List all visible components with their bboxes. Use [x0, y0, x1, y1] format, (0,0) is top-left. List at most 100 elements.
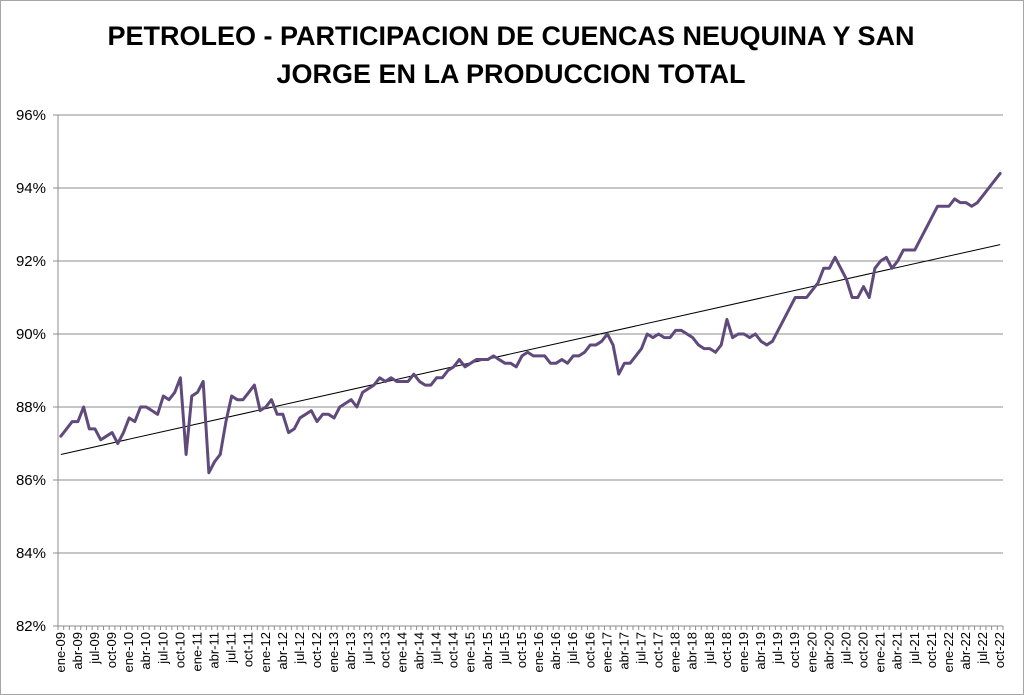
data-point [361, 391, 364, 394]
data-point [304, 413, 307, 416]
x-tick-label: abr-18 [685, 632, 700, 670]
x-tick-label: oct-14 [446, 632, 461, 668]
x-tick-label: ene-10 [121, 632, 136, 672]
data-point [168, 398, 171, 401]
x-tick-label: jul-10 [155, 632, 170, 665]
x-tick-label: ene-17 [599, 632, 614, 672]
data-point [549, 362, 552, 365]
data-point [646, 333, 649, 336]
series-group [59, 171, 1002, 475]
trendline [60, 244, 1001, 455]
x-tick-label: abr-15 [480, 632, 495, 670]
data-point [851, 296, 854, 299]
x-tick-label: ene-22 [941, 632, 956, 672]
data-point [669, 336, 672, 339]
data-point [498, 358, 501, 361]
data-point [481, 358, 484, 361]
data-point [447, 369, 450, 372]
data-point [162, 395, 165, 398]
x-tick-label: ene-09 [53, 632, 68, 672]
data-point [321, 413, 324, 416]
x-tick-label: jul-20 [838, 632, 853, 665]
data-point [999, 172, 1002, 175]
data-point [566, 362, 569, 365]
x-tick-label: oct-20 [856, 632, 871, 668]
x-tick-label: oct-16 [582, 632, 597, 668]
data-point [464, 365, 467, 368]
chart-title-line1: PETROLEO - PARTICIPACION DE CUENCAS NEUQ… [107, 21, 915, 51]
data-point [612, 344, 615, 347]
data-point [384, 380, 387, 383]
data-point [196, 391, 199, 394]
x-tick-label: abr-14 [411, 632, 426, 670]
data-point [731, 336, 734, 339]
data-point [714, 351, 717, 354]
data-point [287, 431, 290, 434]
x-tick-label: ene-11 [189, 632, 204, 672]
data-point [691, 336, 694, 339]
x-tick-label: abr-22 [958, 632, 973, 670]
data-point [293, 428, 296, 431]
data-point [219, 453, 222, 456]
data-point [555, 362, 558, 365]
x-tick-label: oct-22 [992, 632, 1007, 668]
data-point [185, 453, 188, 456]
data-point [94, 428, 97, 431]
data-point [782, 318, 785, 321]
data-point [151, 409, 154, 412]
x-tick-label: jul-12 [292, 632, 307, 665]
y-tick-label: 88% [16, 399, 46, 416]
data-point [606, 333, 609, 336]
x-tick-label: jul-18 [702, 632, 717, 665]
data-point [259, 409, 262, 412]
y-tick-label: 86% [16, 472, 46, 489]
x-tick-label: jul-22 [975, 632, 990, 665]
x-tick-label: jul-21 [907, 632, 922, 665]
data-point [800, 296, 803, 299]
data-point [651, 336, 654, 339]
data-point [310, 409, 313, 412]
data-point [270, 398, 273, 401]
data-point [253, 384, 256, 387]
x-tick-label: abr-12 [275, 632, 290, 670]
x-tick-label: ene-21 [873, 632, 888, 672]
data-point [179, 376, 182, 379]
data-point [139, 406, 142, 409]
data-point [697, 344, 700, 347]
y-axis-tick-labels: 82% 84% 86% 88% 90% 92% 94% 96% [16, 107, 46, 635]
x-tick-label: jul-13 [360, 632, 375, 665]
data-point [896, 260, 899, 263]
data-point [133, 420, 136, 423]
data-point [424, 384, 427, 387]
data-point [390, 376, 393, 379]
x-tick-label: ene-16 [531, 632, 546, 672]
data-point [59, 435, 62, 438]
data-point [486, 358, 489, 361]
data-point [230, 395, 233, 398]
data-point [276, 413, 279, 416]
data-point [686, 333, 689, 336]
data-point [640, 347, 643, 350]
data-point [355, 406, 358, 409]
data-point [469, 362, 472, 365]
y-tick-label: 92% [16, 253, 46, 270]
data-point [281, 413, 284, 416]
data-point [589, 344, 592, 347]
data-point [378, 376, 381, 379]
data-point [754, 333, 757, 336]
data-point [726, 318, 729, 321]
x-tick-label: ene-18 [668, 632, 683, 672]
data-point [868, 296, 871, 299]
data-point [845, 278, 848, 281]
data-point [623, 362, 626, 365]
x-tick-label: oct-15 [514, 632, 529, 668]
data-point [242, 398, 245, 401]
x-tick-label: abr-20 [821, 632, 836, 670]
data-point [600, 340, 603, 343]
data-point [913, 249, 916, 252]
data-point [583, 351, 586, 354]
data-point [333, 417, 336, 420]
y-tick-label: 84% [16, 545, 46, 562]
data-point [993, 179, 996, 182]
